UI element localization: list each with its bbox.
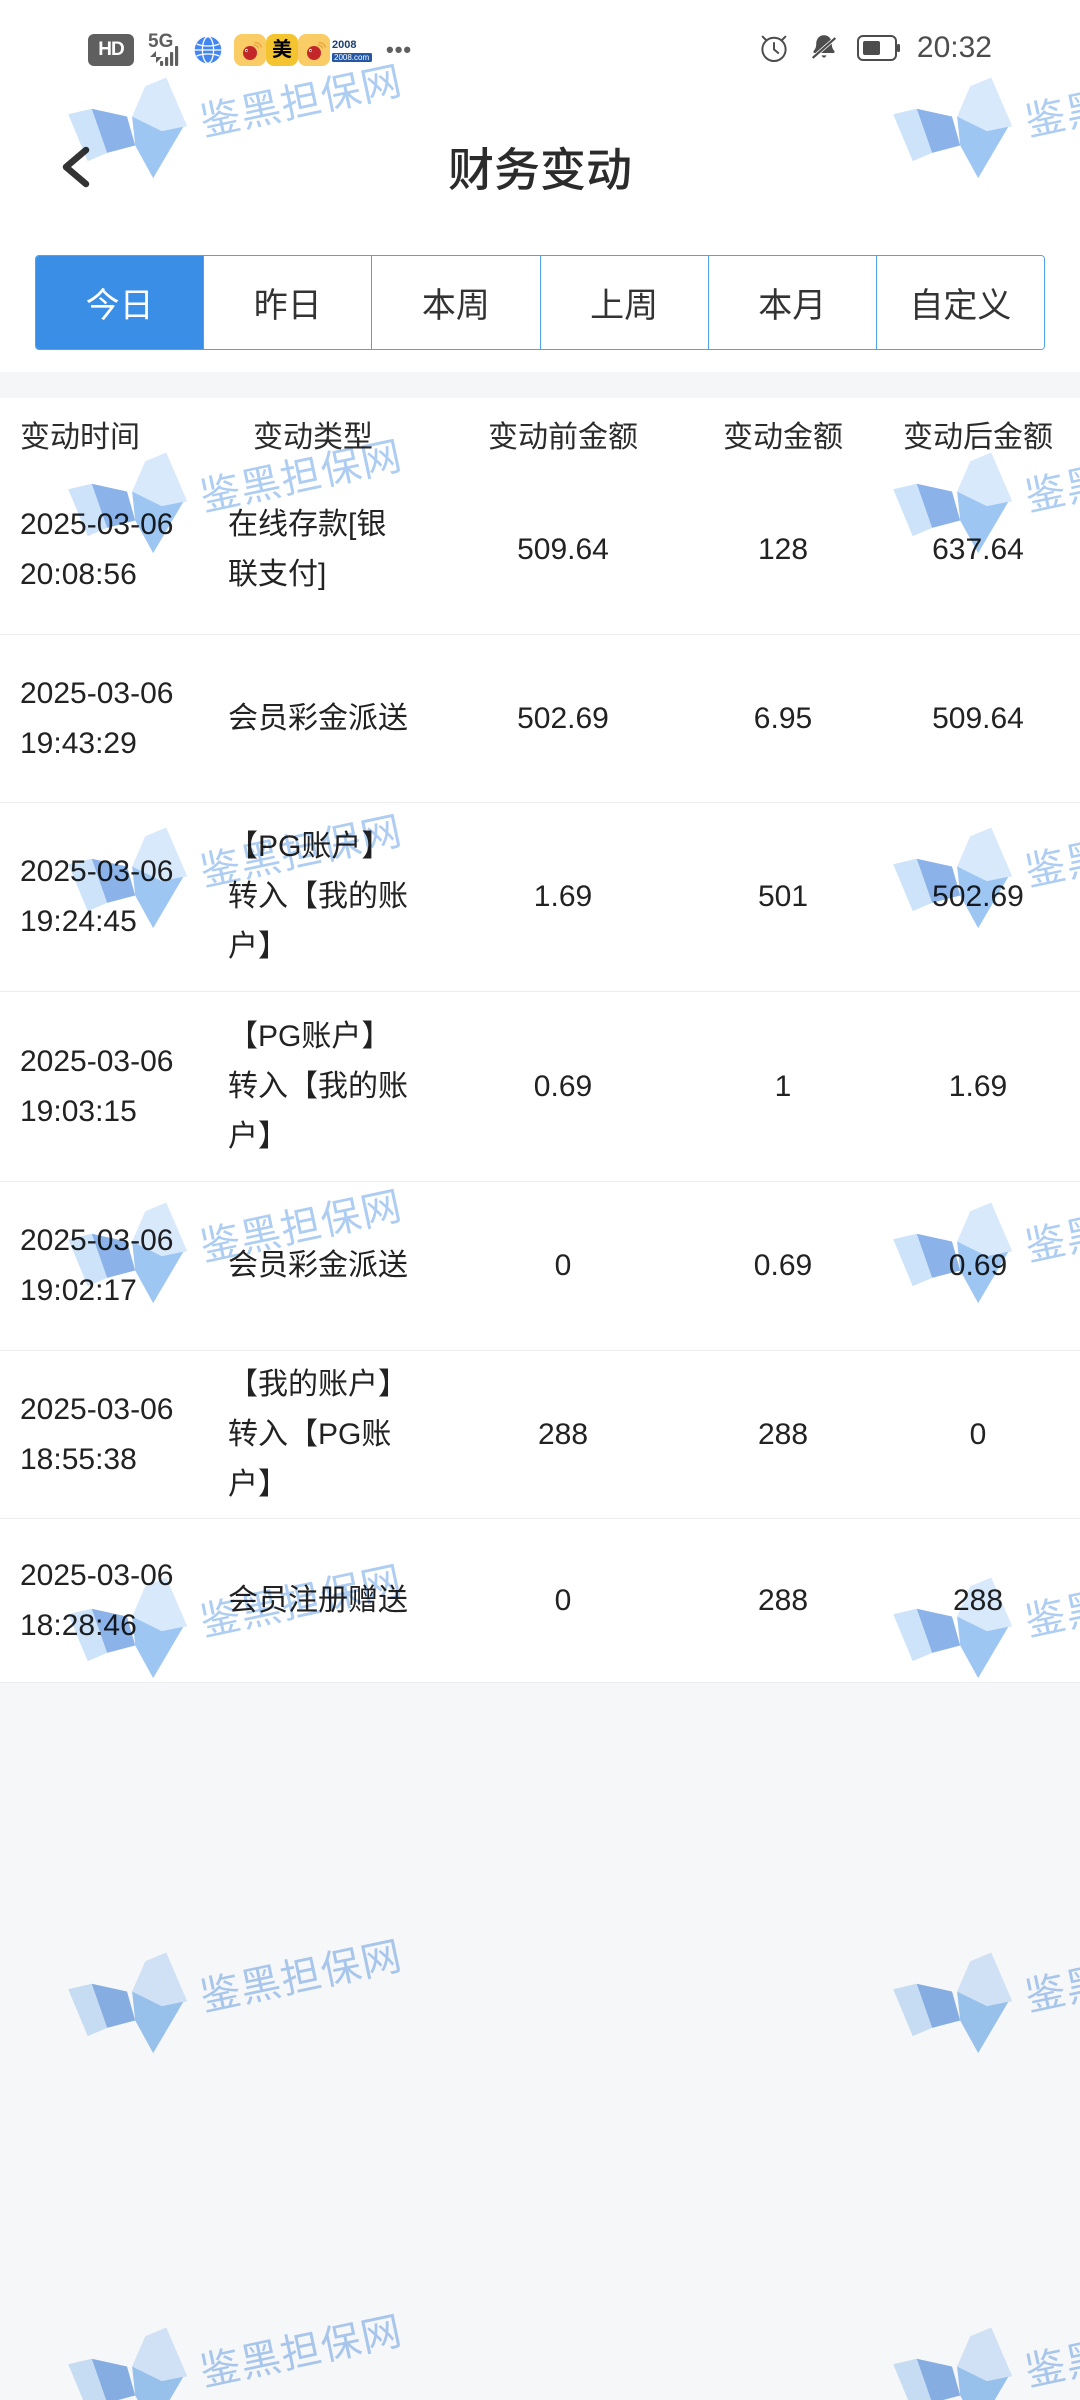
svg-text:5G: 5G [148, 31, 173, 52]
